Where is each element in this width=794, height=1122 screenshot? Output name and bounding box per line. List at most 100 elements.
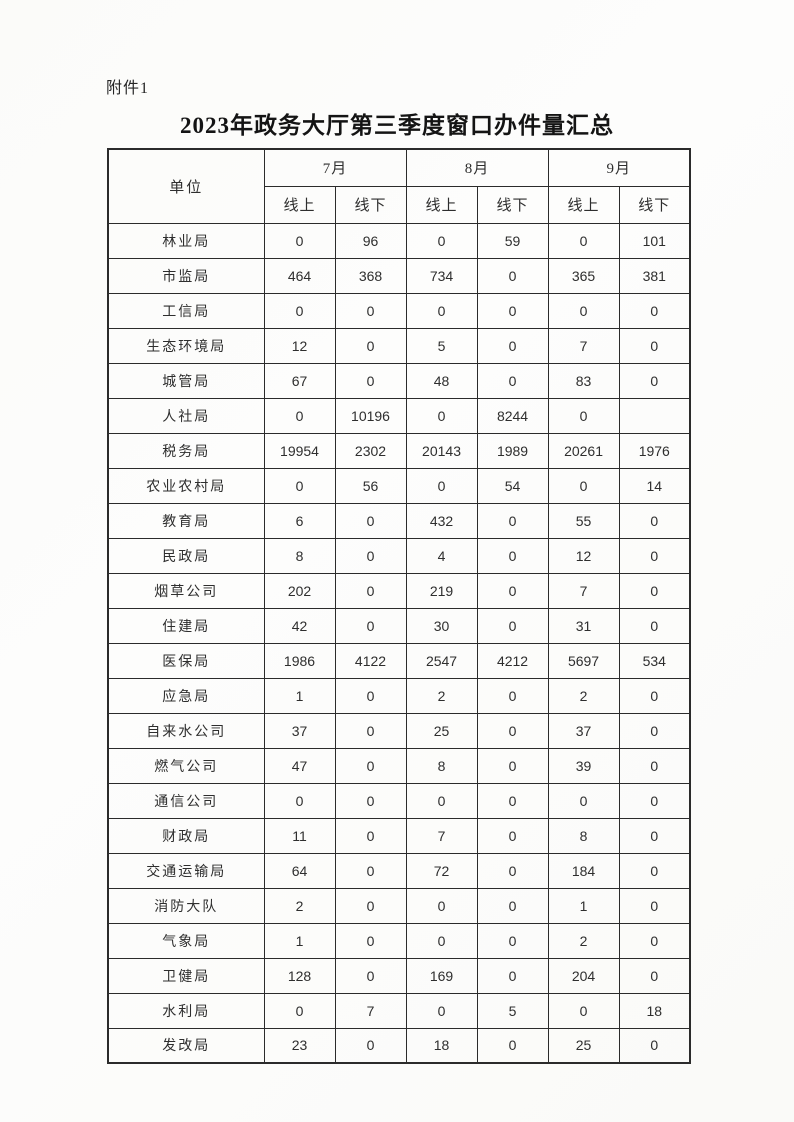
value-cell: 0 [547, 782, 620, 819]
value-cell: 0 [547, 992, 620, 1029]
value-cell: 0 [547, 292, 620, 329]
month-header-july: 7月 [263, 148, 407, 187]
value-cell: 0 [334, 502, 407, 539]
table-row: 生态环境局 12 0 5 0 7 0 [107, 327, 691, 364]
value-cell: 0 [476, 782, 549, 819]
value-cell: 0 [334, 782, 407, 819]
value-cell: 0 [476, 327, 549, 364]
unit-cell: 消防大队 [107, 887, 265, 924]
value-cell: 0 [405, 292, 478, 329]
unit-cell: 自来水公司 [107, 712, 265, 749]
value-cell: 54 [476, 467, 549, 504]
value-cell: 2 [405, 677, 478, 714]
value-cell: 0 [405, 397, 478, 434]
value-cell: 8 [547, 817, 620, 854]
channel-header-offline: 线下 [334, 185, 407, 224]
month-header-september: 9月 [547, 148, 691, 187]
value-cell: 0 [476, 922, 549, 959]
value-cell: 368 [334, 257, 407, 294]
table-row: 通信公司 0 0 0 0 0 0 [107, 782, 691, 819]
value-cell: 42 [263, 607, 336, 644]
unit-cell: 税务局 [107, 432, 265, 469]
value-cell: 0 [334, 292, 407, 329]
value-cell: 0 [334, 677, 407, 714]
value-cell: 0 [334, 817, 407, 854]
value-cell: 0 [547, 222, 620, 259]
value-cell: 128 [263, 957, 336, 994]
value-cell: 0 [334, 852, 407, 889]
unit-column-header: 单位 [107, 148, 265, 224]
value-cell: 0 [476, 292, 549, 329]
value-cell: 0 [476, 572, 549, 609]
value-cell: 12 [263, 327, 336, 364]
value-cell: 1 [547, 887, 620, 924]
value-cell: 0 [618, 607, 691, 644]
value-cell: 0 [618, 922, 691, 959]
value-cell: 0 [263, 467, 336, 504]
value-cell: 0 [263, 992, 336, 1029]
value-cell: 39 [547, 747, 620, 784]
value-cell: 0 [476, 537, 549, 574]
value-cell: 184 [547, 852, 620, 889]
value-cell: 4122 [334, 642, 407, 679]
value-cell: 0 [618, 502, 691, 539]
value-cell: 0 [618, 782, 691, 819]
value-cell: 0 [618, 852, 691, 889]
table-row: 应急局 1 0 2 0 2 0 [107, 677, 691, 714]
unit-cell: 人社局 [107, 397, 265, 434]
value-cell: 0 [618, 817, 691, 854]
value-cell: 204 [547, 957, 620, 994]
value-cell: 4 [405, 537, 478, 574]
value-cell: 37 [263, 712, 336, 749]
value-cell: 0 [618, 362, 691, 399]
table-row: 人社局 0 10196 0 8244 0 [107, 397, 691, 434]
value-cell: 0 [334, 362, 407, 399]
value-cell: 31 [547, 607, 620, 644]
value-cell: 18 [405, 1027, 478, 1064]
value-cell: 0 [263, 397, 336, 434]
table-row: 税务局 19954 2302 20143 1989 20261 1976 [107, 432, 691, 469]
unit-cell: 卫健局 [107, 957, 265, 994]
value-cell: 2547 [405, 642, 478, 679]
unit-cell: 应急局 [107, 677, 265, 714]
value-cell: 0 [618, 1027, 691, 1064]
value-cell: 0 [334, 712, 407, 749]
value-cell: 0 [405, 467, 478, 504]
value-cell: 0 [618, 747, 691, 784]
value-cell: 0 [334, 607, 407, 644]
table-row: 气象局 1 0 0 0 2 0 [107, 922, 691, 959]
table-row: 工信局 0 0 0 0 0 0 [107, 292, 691, 329]
table-row: 农业农村局 0 56 0 54 0 14 [107, 467, 691, 504]
value-cell: 11 [263, 817, 336, 854]
value-cell: 0 [263, 292, 336, 329]
value-cell: 0 [476, 887, 549, 924]
table-row: 燃气公司 47 0 8 0 39 0 [107, 747, 691, 784]
value-cell: 1976 [618, 432, 691, 469]
value-cell: 5697 [547, 642, 620, 679]
channel-header-offline: 线下 [476, 185, 549, 224]
value-cell: 0 [476, 1027, 549, 1064]
summary-table: 单位 7月 8月 9月 线上 线下 线上 线下 线上 线下 林业局 0 96 0 59 0… [107, 148, 692, 1064]
value-cell: 0 [476, 957, 549, 994]
value-cell: 14 [618, 467, 691, 504]
value-cell: 2 [547, 677, 620, 714]
value-cell: 8244 [476, 397, 549, 434]
value-cell: 96 [334, 222, 407, 259]
value-cell: 7 [547, 572, 620, 609]
value-cell: 0 [334, 887, 407, 924]
value-cell: 7 [334, 992, 407, 1029]
month-header-august: 8月 [405, 148, 549, 187]
value-cell: 20261 [547, 432, 620, 469]
value-cell: 0 [334, 327, 407, 364]
channel-header-row: 线上 线下 线上 线下 线上 线下 [108, 185, 691, 224]
value-cell: 20143 [405, 432, 478, 469]
value-cell: 30 [405, 607, 478, 644]
unit-cell: 住建局 [107, 607, 265, 644]
table-row: 医保局 1986 4122 2547 4212 5697 534 [107, 642, 691, 679]
value-cell: 0 [476, 747, 549, 784]
value-cell: 0 [334, 747, 407, 784]
value-cell: 47 [263, 747, 336, 784]
table-body: 林业局 0 96 0 59 0 101 市监局 464 368 734 0 365 381 工信局 0 0 0 0 0… [107, 222, 691, 1064]
unit-cell: 燃气公司 [107, 747, 265, 784]
value-cell: 0 [334, 922, 407, 959]
